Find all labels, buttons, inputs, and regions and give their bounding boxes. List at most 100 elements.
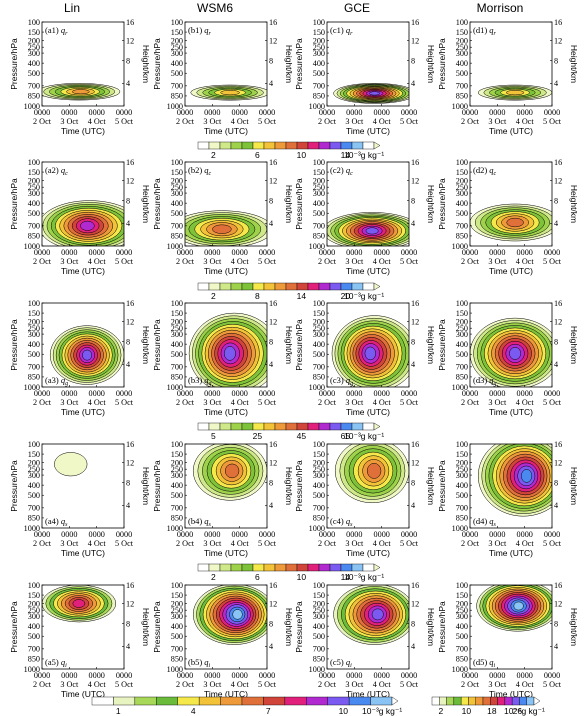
x-tick-day: 3 Oct: [203, 539, 222, 548]
x-tick-hour: 0000: [544, 530, 560, 539]
panel-label: (b2) qc: [188, 165, 212, 177]
y-axis-label-left: Pressure/hPa: [437, 178, 447, 230]
pressure-tick-label: 150: [28, 28, 40, 37]
x-tick-hour: 0000: [116, 671, 132, 680]
x-tick-hour: 0000: [34, 248, 50, 257]
height-tick-label: 8: [269, 56, 273, 65]
height-tick-label: 8: [411, 337, 415, 346]
colorbar-swatch: [351, 422, 364, 431]
colorbar-swatch: [208, 282, 221, 291]
pressure-tick-label: 700: [313, 82, 325, 91]
x-tick-day: 3 Oct: [60, 539, 79, 548]
colorbar-swatch: [460, 696, 469, 706]
pressure-tick-label: 300: [28, 189, 40, 198]
pressure-tick-label: 250: [313, 465, 325, 474]
x-tick-hour: 0000: [319, 530, 335, 539]
colorbar-tick-label: 1: [116, 706, 121, 716]
x-tick-hour: 0000: [34, 530, 50, 539]
height-tick-label: 4: [411, 219, 415, 228]
x-tick-day: 4 Oct: [373, 257, 392, 266]
pressure-tick-label: 150: [313, 591, 325, 600]
pressure-tick-label: 850: [313, 92, 325, 101]
x-tick-hour: 0000: [401, 248, 417, 257]
contour-level: [220, 90, 240, 96]
pressure-tick-label: 1000: [24, 242, 40, 251]
height-tick-label: 16: [554, 158, 562, 167]
colorbar-swatch: [307, 141, 320, 150]
height-tick-label: 4: [411, 79, 415, 88]
pressure-tick-label: 1000: [452, 242, 468, 251]
height-tick-label: 8: [554, 337, 558, 346]
x-tick-hour: 0000: [89, 108, 105, 117]
x-tick-hour: 0000: [259, 671, 275, 680]
x-tick-day: 3 Oct: [488, 117, 507, 126]
pressure-tick-label: 400: [313, 622, 325, 631]
colorbar-swatch: [208, 563, 221, 572]
pressure-tick-label: 300: [28, 471, 40, 480]
pressure-tick-label: 850: [456, 232, 468, 241]
pressure-tick-label: 850: [28, 373, 40, 382]
panel-frame: [469, 584, 553, 670]
pressure-tick-label: 300: [28, 612, 40, 621]
y-axis-label-right: Height/km: [426, 185, 436, 223]
y-axis-label-left: Pressure/hPa: [9, 460, 19, 512]
colorbar-swatch: [197, 282, 210, 291]
pressure-tick-label: 400: [171, 481, 183, 490]
column-title-gce: GCE: [344, 1, 370, 15]
panel-label: (a2) qc: [45, 165, 68, 177]
pressure-tick-label: 100: [313, 158, 325, 167]
height-tick-label: 12: [126, 176, 134, 185]
pressure-tick-label: 700: [28, 645, 40, 654]
x-axis-label: Time (UTC): [346, 126, 390, 136]
pressure-tick-label: 850: [171, 514, 183, 523]
contour-level: [366, 463, 382, 479]
colorbar-tick-label: 7: [266, 706, 271, 716]
pressure-tick-label: 200: [313, 36, 325, 45]
x-axis-label: Time (UTC): [346, 407, 390, 417]
contour-level: [371, 608, 384, 621]
x-tick-hour: 0000: [61, 530, 77, 539]
pressure-tick-label: 300: [313, 471, 325, 480]
panel-label: (c4) qs: [330, 516, 353, 528]
x-tick-hour: 0000: [319, 671, 335, 680]
pressure-tick-label: 200: [171, 317, 183, 326]
y-axis-label-right: Height/km: [141, 185, 151, 223]
contour-field: [42, 585, 117, 623]
pressure-tick-label: 500: [171, 491, 183, 500]
x-tick-hour: 0000: [462, 671, 478, 680]
x-tick-hour: 0000: [259, 248, 275, 257]
colorbar-tick-label: 25: [253, 431, 263, 441]
colorbar-swatch: [526, 696, 535, 706]
x-tick-day: 3 Oct: [345, 680, 364, 689]
height-tick-label: 8: [411, 56, 415, 65]
x-tick-day: 5 Oct: [115, 680, 134, 689]
x-tick-hour: 0000: [517, 248, 533, 257]
colorbar-swatch: [274, 282, 287, 291]
height-tick-label: 4: [411, 360, 415, 369]
height-tick-label: 8: [126, 196, 130, 205]
x-axis-label: Time (UTC): [346, 548, 390, 558]
colorbar-unit: 10⁻⁵g kg⁻¹: [504, 706, 545, 716]
panel-frame: [326, 161, 410, 247]
pressure-tick-label: 150: [28, 591, 40, 600]
y-axis-label-left: Pressure/hPa: [152, 319, 162, 371]
height-tick-label: 4: [126, 79, 130, 88]
contour-level: [521, 469, 533, 483]
pressure-tick-label: 500: [456, 632, 468, 641]
contour-level: [223, 346, 236, 361]
pressure-tick-label: 200: [28, 36, 40, 45]
pressure-tick-label: 250: [313, 606, 325, 615]
x-axis-label: Time (UTC): [61, 548, 105, 558]
contour-field: [42, 83, 121, 101]
x-tick-hour: 0000: [61, 248, 77, 257]
x-tick-hour: 0000: [232, 248, 248, 257]
pressure-tick-label: 500: [456, 350, 468, 359]
x-tick-hour: 0000: [401, 389, 417, 398]
colorbar-unit: 10⁻³g kg⁻¹: [362, 706, 402, 716]
x-tick-hour: 0000: [116, 248, 132, 257]
panel-frame: [41, 443, 125, 529]
